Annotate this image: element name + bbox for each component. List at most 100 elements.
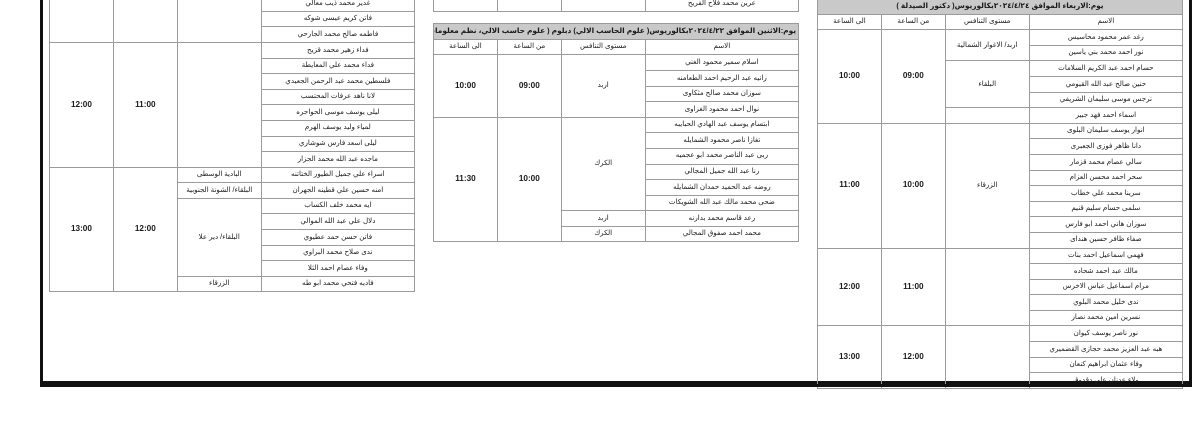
- candidate-name: وفاء عثمان ابراهيم كنعان: [1028, 356, 1184, 374]
- candidate-name: ندى خليل محمد البلوي: [1028, 294, 1184, 311]
- candidate-name: حنين صالح عبد الله القيومي: [1028, 75, 1184, 93]
- time-from: 12:00: [112, 166, 178, 293]
- competition-level: البادية الوسطى: [560, 0, 646, 13]
- table-row: سحر احمد محسن العزام: [818, 169, 1184, 187]
- time-from: 09:00: [880, 29, 946, 124]
- candidate-name: سالي عصام محمد قزمار: [1028, 153, 1184, 171]
- candidate-name: رغد عمر محمود محاسيس: [1028, 29, 1184, 46]
- table-row: حسام احمد عبد الكريم السلامات البلقاء: [818, 60, 1184, 109]
- candidate-name: سلمى حسام سليم قنيم: [1028, 200, 1184, 218]
- competition-level: [944, 325, 1030, 389]
- schedule-table-middle-top: ايناس راضي سلامه السواريهاميمه عادل احمد…: [433, 0, 800, 13]
- header-level: مستوى التنافس: [944, 13, 1030, 31]
- schedule-table-monday: يوم:الاثنين الموافق ٢٠٢٤/٤/٢٢بكالوريوس( …: [433, 23, 800, 243]
- candidate-name: ليلى يوسف موسى الحواجره: [260, 104, 416, 121]
- candidate-name: هبه عبد العزيز محمد حجازى القضميري: [1028, 341, 1184, 358]
- competition-level: اربد: [560, 54, 646, 118]
- time-from: 09:00: [496, 54, 562, 118]
- header-name: الاسم: [1028, 13, 1184, 31]
- time-to: 11:30: [433, 116, 498, 243]
- candidate-name: فداء زهير محمد قزيح: [260, 41, 416, 59]
- candidate-name: صفاء ظافر حسين هنداى: [1028, 231, 1184, 249]
- candidate-name: نور ناصر يوسف كيوان: [1028, 325, 1184, 343]
- column-header-row: الاسم مستوى التنافس من الساعة الى الساعة: [433, 38, 800, 56]
- table-row: محمد احمد صفوق المجالي الكرك: [434, 225, 800, 243]
- candidate-name: ربى عبد الناصر محمد ابو عجميه: [644, 147, 800, 165]
- candidate-name: فاطمه صالح محمد الجارحي: [260, 26, 416, 43]
- table-row: عرين محمد فلاح الفريح: [434, 0, 800, 13]
- competition-level: [176, 41, 262, 168]
- table-row: رغد عمر محمود محاسيس اربد/ الاغوار الشمال…: [817, 29, 1184, 124]
- table-row: ايه محمد خلف الكساب البلقاء/ دير علا: [50, 197, 416, 277]
- header-level: مستوى التنافس: [560, 38, 646, 56]
- time-from: 10:00: [112, 0, 178, 43]
- header-from: من الساعة: [496, 38, 562, 56]
- table-row: فداء زهير محمد قزيح 11:00 12:00: [49, 41, 416, 168]
- time-from: 10:00: [880, 122, 946, 249]
- candidate-name: وفاء عصام احمد الثلا: [260, 260, 416, 277]
- time-to: 10:00: [433, 54, 498, 118]
- candidate-name: ضحى محمد مالك عبد الله الشويكات: [644, 194, 800, 212]
- column-right: صابرين نايف حسين صالحصفا يسري عيد الحربـ…: [49, 0, 416, 375]
- competition-level: البلقاء/ دير علا: [176, 197, 262, 277]
- candidate-name: سحر احمد محسن العزام: [1028, 169, 1184, 187]
- candidate-name: تغازا ناصر محمود الشمايله: [644, 132, 800, 149]
- candidate-name: حسام احمد عبد الكريم السلامات: [1028, 60, 1184, 77]
- table-row: رعد قاسم محمد بدارنه اربد: [434, 210, 800, 227]
- candidate-name: رعد قاسم محمد بدارنه: [644, 210, 800, 227]
- day-title: يوم:الاثنين الموافق ٢٠٢٤/٤/٢٢بكالوريوس( …: [433, 23, 799, 40]
- candidate-name: اسماء احمد فهد جبير: [1028, 107, 1184, 124]
- candidate-name: لمياء وليد يوسف الهرم: [260, 119, 416, 137]
- candidate-name: نسرين امين محمد نصار: [1028, 309, 1184, 327]
- candidate-name: مرام اسماعيل عباس الاخرس: [1028, 278, 1184, 296]
- time-from: 11:00: [112, 41, 178, 168]
- time-to: 13:00: [49, 166, 114, 293]
- candidate-name: سوزان محمد صالح مثكاوى: [644, 85, 800, 103]
- competition-level: الزرقاء: [176, 275, 262, 293]
- table-columns-container: صابرين نايف حسين صالحصفا يسري عيد الحربـ…: [43, 0, 1189, 389]
- table-row: فهمي اسماعيل احمد بنات 11:00 12:00: [817, 247, 1184, 327]
- competition-level: [944, 247, 1030, 327]
- header-from: من الساعة: [880, 13, 946, 31]
- time-from: 11:00: [880, 247, 946, 327]
- candidate-name: ندى صلاح محمد البراوي: [260, 244, 416, 262]
- candidate-name: ليلى اسعد فارس شوشاري: [260, 135, 416, 153]
- header-to: الى الساعة: [433, 38, 498, 56]
- time-to: 12:00: [817, 247, 882, 327]
- column-header-row: الاسم مستوى التنافس من الساعة الى الساعة: [817, 13, 1184, 31]
- candidate-name: امنه حسين علي قطينه الجهران: [260, 182, 416, 199]
- time-to: 13:00: [817, 325, 882, 389]
- table-row: ابتسام يوسف عبد الهادي الحبايبه الكرك 10:0…: [433, 116, 800, 243]
- competition-level: البلقاء/ الشونة الجنوبية: [176, 182, 262, 199]
- time-to: 10:00: [817, 29, 882, 124]
- competition-level: اربد: [560, 210, 646, 227]
- competition-level: العاصمه: [176, 0, 262, 43]
- candidate-name: نرجس موسى سليمان الشريفي: [1028, 91, 1184, 109]
- day-title-row: يوم:الاثنين الموافق ٢٠٢٤/٤/٢٢بكالوريوس( …: [433, 23, 799, 40]
- candidate-name: فاتن كريم عيسى شوكه: [260, 10, 416, 28]
- time-to: 11:00: [49, 0, 114, 43]
- table-row: نور ناصر يوسف كيوان 12:00 13:00: [817, 325, 1184, 389]
- candidate-name: انوار يوسف سليمان البلوى: [1028, 122, 1184, 140]
- candidate-name: فهمي اسماعيل احمد بنات: [1028, 247, 1184, 265]
- table-row: اسلام سمير محمود الغني اربد 09:00 10:00: [433, 54, 800, 118]
- candidate-name: ايه محمد خلف الكساب: [260, 197, 416, 215]
- column-middle: ايناس راضي سلامه السواريهاميمه عادل احمد…: [433, 0, 800, 375]
- candidate-name: اسلام سمير محمود الغني: [644, 54, 800, 71]
- candidate-name: غدير محمد ذيب معالي: [260, 0, 416, 12]
- competition-level: البادية الوسطى: [176, 166, 262, 184]
- competition-level: الكرك: [560, 225, 646, 243]
- candidate-name: اسراء علي جميل الطيور الختاتنه: [260, 166, 416, 184]
- schedule-table-right: صابرين نايف حسين صالحصفا يسري عيد الحربـ…: [49, 0, 416, 293]
- competition-level: البلقاء: [944, 60, 1030, 109]
- time-to: 12:00: [49, 41, 114, 168]
- document-sheet: صابرين نايف حسين صالحصفا يسري عيد الحربـ…: [40, 0, 1192, 389]
- candidate-name: فاتن حسن حمد عطيوي: [260, 229, 416, 246]
- candidate-name: مالك عبد احمد شحاده: [1028, 263, 1184, 280]
- time-from: 12:00: [880, 325, 946, 389]
- time-from: 10:00: [496, 116, 562, 243]
- table-row: انوار يوسف سليمان البلوى الزرقاء 10:00 11:0…: [817, 122, 1184, 249]
- time-to: 12:30: [433, 0, 498, 13]
- schedule-table-wednesday: يوم:الاربعاء الموافق ٢٠٢٤/٤/٢٤بكالوريوس(…: [817, 0, 1184, 389]
